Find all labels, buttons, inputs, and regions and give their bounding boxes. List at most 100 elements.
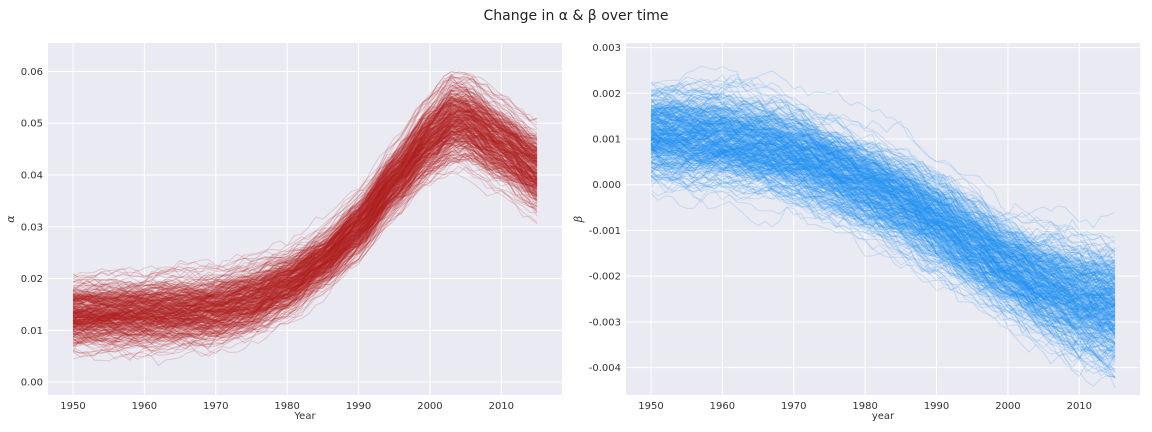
alpha-series-line [72, 109, 538, 312]
beta-series-line [650, 81, 1116, 277]
alpha-series-line [72, 137, 538, 353]
alpha-series-line [72, 96, 538, 310]
beta-series-line [650, 148, 1116, 340]
beta-series-line [650, 128, 1116, 310]
alpha-series-line [72, 95, 538, 306]
alpha-series-line [72, 96, 538, 302]
beta-series-line [650, 128, 1116, 311]
alpha-series-line [72, 94, 538, 307]
beta-series-line [650, 100, 1116, 298]
beta-y-axis-label: β [572, 216, 585, 223]
alpha-series-line [72, 119, 538, 310]
alpha-series-line [72, 135, 538, 327]
alpha-series-line [72, 98, 538, 309]
beta-series-line [650, 117, 1116, 299]
beta-series-line [650, 145, 1116, 335]
beta-series-line [650, 125, 1116, 313]
beta-series-line [650, 87, 1116, 239]
beta-series-line [650, 166, 1116, 352]
alpha-x-tick-label: 1970 [203, 401, 228, 412]
alpha-series-line [73, 97, 538, 313]
alpha-series-line [72, 146, 538, 325]
alpha-series-line [72, 138, 538, 329]
alpha-series-line [72, 104, 538, 307]
beta-series-line [650, 92, 1116, 284]
alpha-series-line [72, 107, 538, 316]
alpha-series-line [72, 116, 538, 337]
alpha-series-line [72, 135, 538, 333]
alpha-series-line [72, 121, 538, 319]
beta-series-line [650, 133, 1116, 306]
alpha-series-line [72, 134, 538, 346]
beta-series-line [650, 80, 1116, 278]
alpha-series-line [72, 118, 538, 320]
beta-series-line [650, 137, 1116, 321]
alpha-series-line [72, 91, 538, 315]
alpha-series-line [72, 125, 538, 329]
alpha-series-line [72, 143, 538, 347]
beta-series-line [650, 121, 1116, 300]
alpha-series-line [72, 101, 538, 316]
alpha-series-line [72, 101, 538, 316]
beta-plot-area [626, 43, 1140, 395]
alpha-series-line [72, 130, 538, 330]
beta-series-line [650, 89, 1116, 283]
beta-series-line [650, 144, 1116, 324]
beta-series-line [650, 115, 1116, 290]
alpha-series-line [72, 102, 538, 304]
alpha-series-line [72, 110, 538, 308]
alpha-series-line [72, 112, 538, 324]
alpha-series-line [72, 96, 538, 308]
beta-series-line [650, 111, 1116, 307]
beta-series-line [650, 100, 1116, 285]
beta-series-line [650, 107, 1116, 283]
alpha-series-line [72, 156, 538, 345]
beta-series-line [650, 124, 1116, 330]
alpha-series-line [72, 146, 538, 352]
beta-series-line [650, 138, 1116, 313]
alpha-series-line [72, 130, 538, 335]
beta-series-line [650, 135, 1116, 334]
beta-series-line [650, 136, 1116, 307]
alpha-series-line [72, 104, 538, 304]
beta-series-line [650, 122, 1116, 316]
alpha-series-line [72, 73, 538, 278]
alpha-series-line [72, 71, 538, 281]
alpha-series-line [72, 118, 538, 329]
beta-series-line [650, 142, 1116, 319]
alpha-series-line [72, 134, 538, 323]
alpha-series-line [72, 109, 538, 307]
alpha-series-line [72, 140, 538, 327]
beta-series-line [650, 152, 1116, 379]
beta-series-line [650, 104, 1116, 292]
alpha-series-line [72, 136, 538, 326]
alpha-series-line [72, 139, 538, 335]
beta-series-line [650, 108, 1116, 288]
beta-series-line [650, 158, 1116, 338]
alpha-series-line [72, 110, 538, 322]
alpha-series-line [72, 118, 538, 321]
alpha-series-line [72, 121, 538, 332]
beta-y-tick-label: 0.001 [592, 135, 621, 146]
alpha-series-line [72, 112, 538, 311]
beta-series-line [650, 137, 1116, 335]
beta-series-line [650, 123, 1116, 299]
beta-series-line [650, 99, 1116, 284]
beta-series-line [650, 115, 1116, 301]
beta-series-line [650, 147, 1116, 316]
beta-series-line [650, 132, 1116, 320]
alpha-series-line [72, 132, 538, 337]
alpha-series-line [72, 93, 538, 305]
alpha-series-line [72, 123, 538, 330]
beta-series-line [650, 77, 1116, 272]
alpha-series-line [72, 93, 538, 312]
beta-series-line [650, 133, 1116, 306]
beta-series-line [650, 134, 1116, 340]
alpha-series-line [72, 86, 538, 287]
beta-series-line [650, 122, 1116, 315]
alpha-series-line [72, 131, 538, 323]
beta-series-line [650, 154, 1116, 356]
alpha-series-line [72, 108, 538, 317]
alpha-series-line [72, 118, 538, 321]
alpha-series-line [72, 121, 538, 317]
